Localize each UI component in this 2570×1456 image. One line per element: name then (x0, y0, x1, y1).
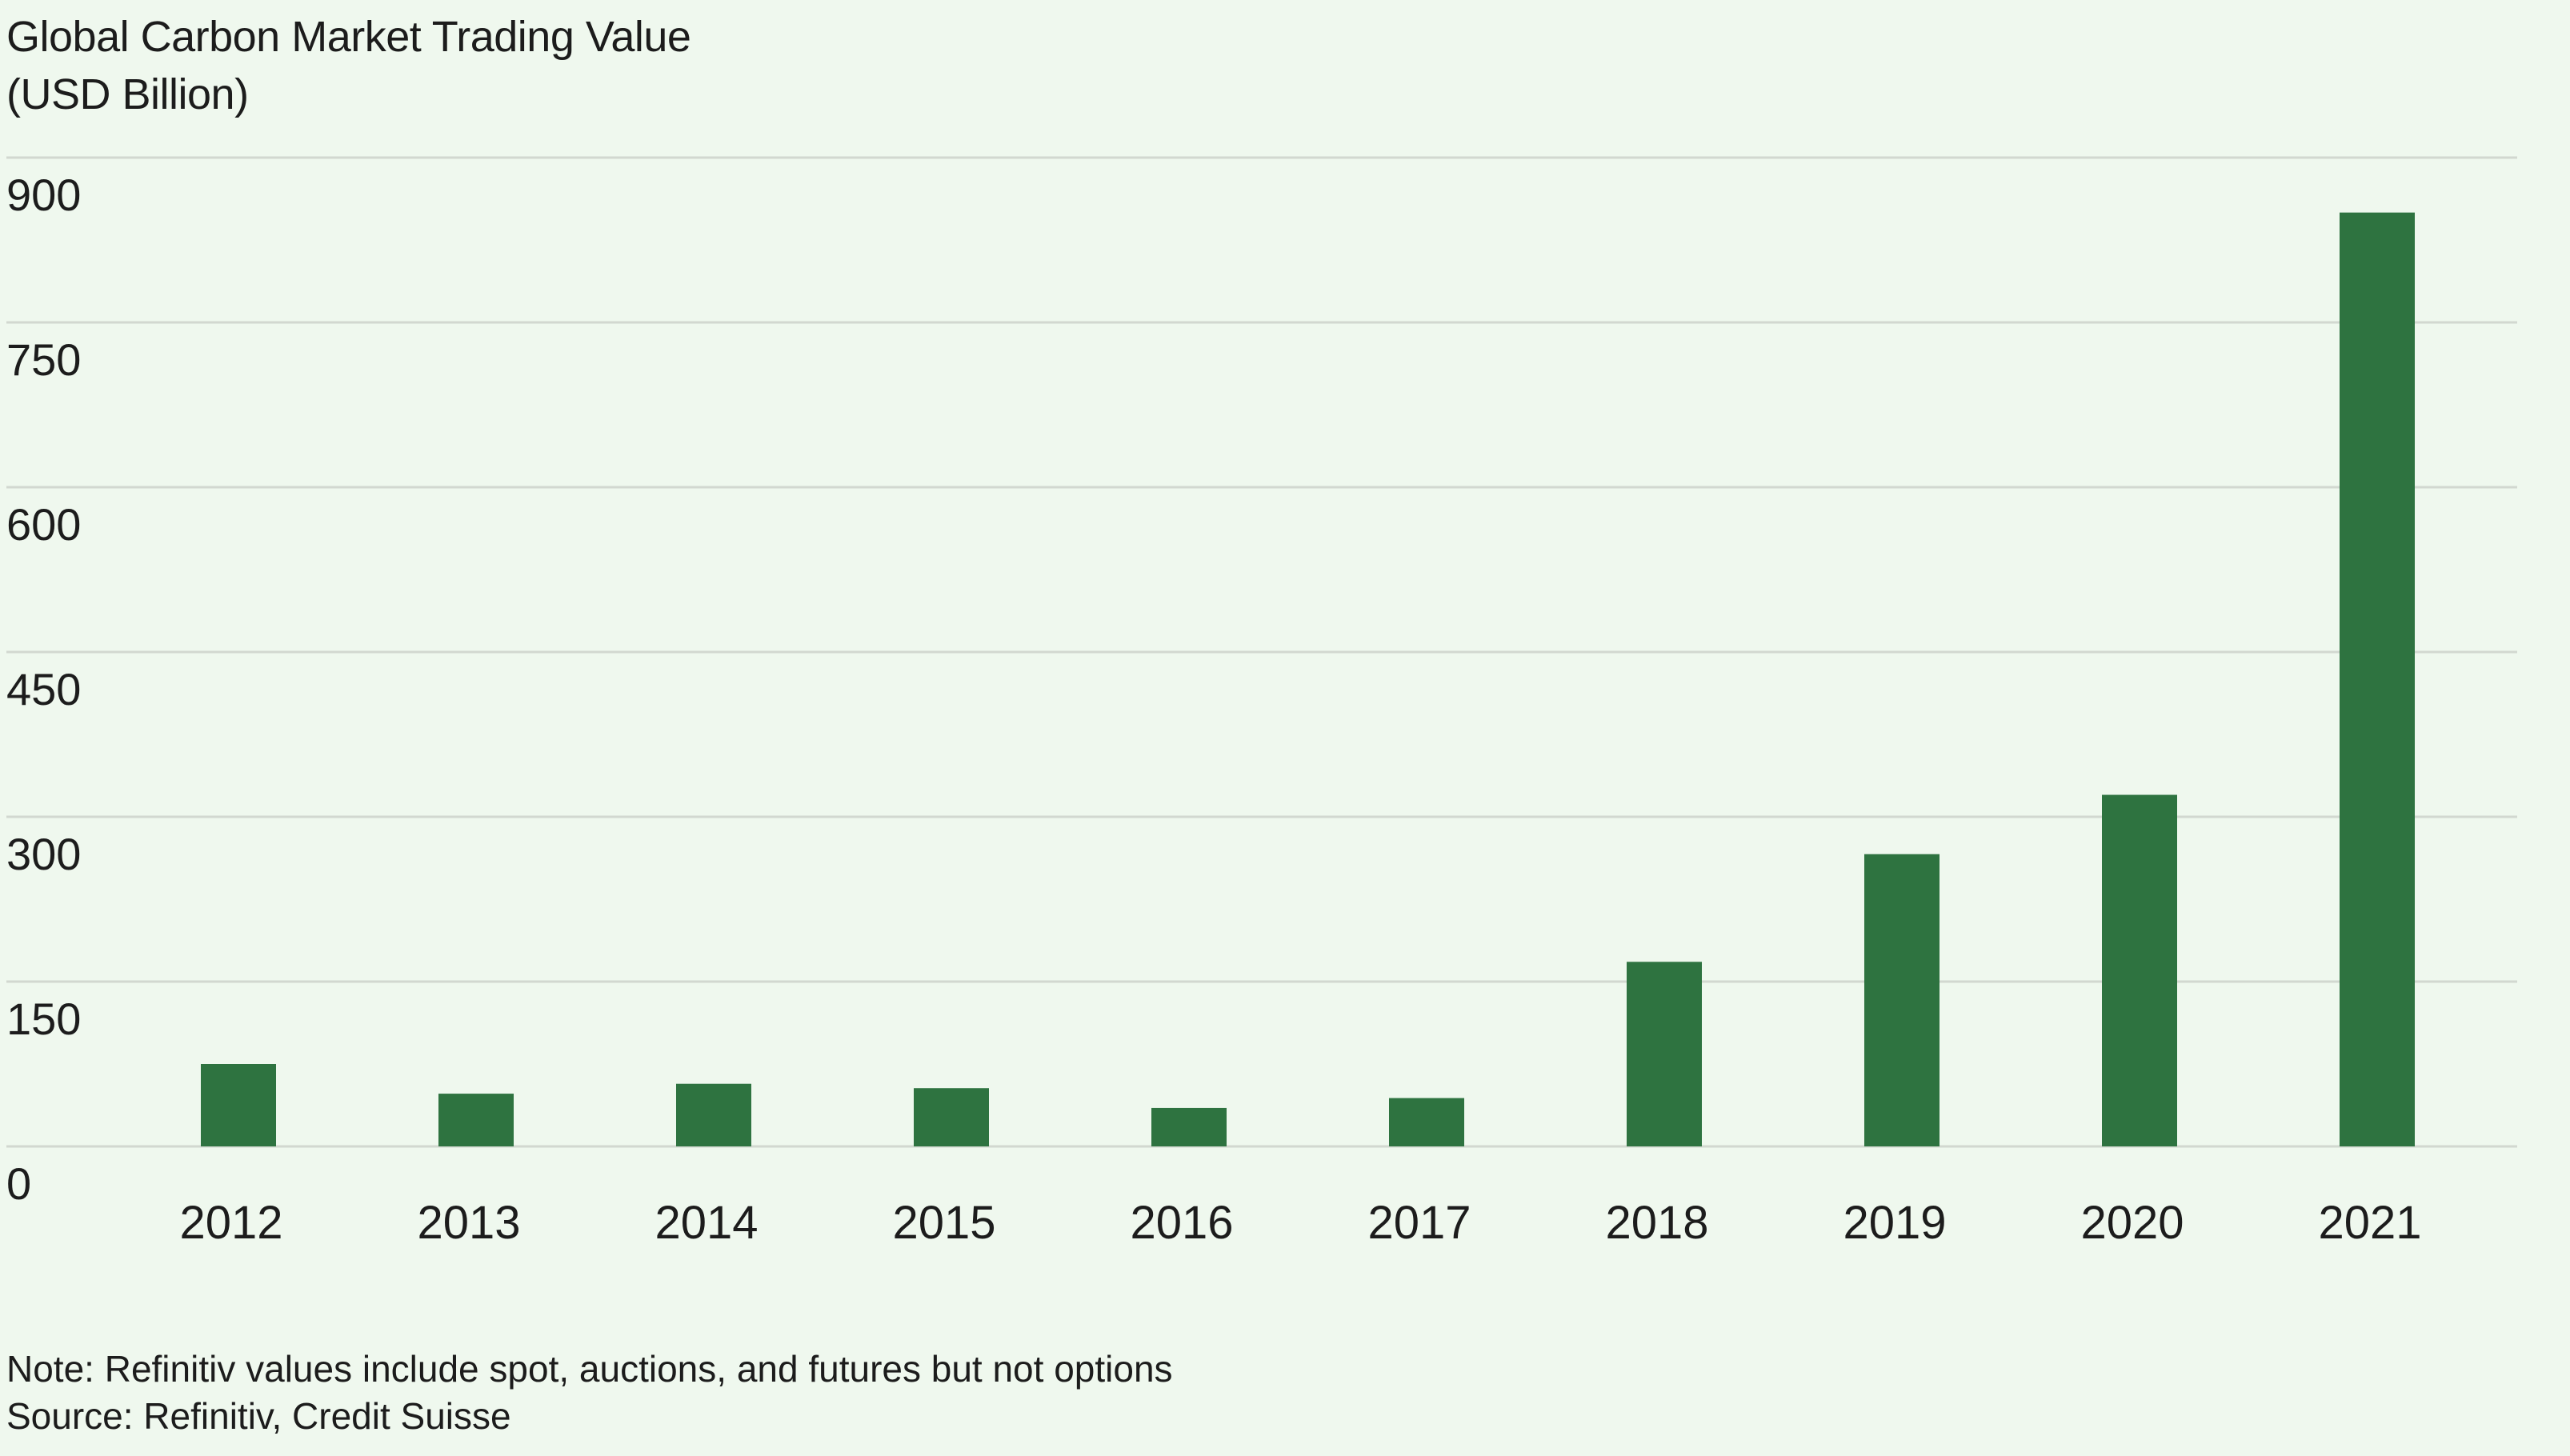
chart-subtitle: (USD Billion) (6, 70, 249, 118)
x-tick-label: 2015 (892, 1197, 995, 1249)
bar-2020 (2102, 794, 2177, 1146)
x-tick-label: 2021 (2318, 1197, 2421, 1249)
x-tick-label: 2013 (417, 1197, 520, 1249)
gridlines (6, 156, 2517, 1148)
bar-2018 (1627, 962, 1702, 1146)
bar-2021 (2340, 212, 2415, 1147)
bar-2016 (1151, 1107, 1227, 1146)
bar-2012 (201, 1064, 276, 1146)
x-tick-label: 2016 (1130, 1197, 1233, 1249)
y-tick-label: 450 (6, 664, 81, 714)
chart-title-block: Global Carbon Market Trading Value (USD … (6, 8, 691, 123)
chart-source: Source: Refinitiv, Credit Suisse (6, 1395, 511, 1437)
y-tick-label: 600 (6, 499, 81, 550)
y-tick-label: 150 (6, 994, 81, 1044)
bar-2017 (1389, 1098, 1464, 1146)
chart-title: Global Carbon Market Trading Value (6, 13, 691, 61)
x-tick-label: 2014 (655, 1197, 758, 1249)
x-tick-label: 2012 (179, 1197, 282, 1249)
y-axis-ticks: 0 150 300 450 600 750 900 (6, 170, 81, 1209)
y-tick-label: 300 (6, 829, 81, 879)
x-axis-ticks: 2012 2013 2014 2015 2016 2017 2018 2019 2020 2021 (179, 1197, 2421, 1249)
y-tick-label: 0 (6, 1158, 31, 1209)
y-tick-label: 750 (6, 334, 81, 385)
x-tick-label: 2018 (1605, 1197, 1708, 1249)
x-tick-label: 2019 (1843, 1197, 1946, 1249)
bar-2015 (914, 1088, 989, 1146)
chart-footnote: Note: Refinitiv values include spot, auc… (6, 1346, 1173, 1440)
bar-2013 (438, 1094, 514, 1146)
x-tick-label: 2020 (2080, 1197, 2184, 1249)
y-tick-label: 900 (6, 170, 81, 220)
bar-2019 (1864, 854, 1940, 1146)
chart-note: Note: Refinitiv values include spot, auc… (6, 1348, 1173, 1390)
bars (201, 212, 2415, 1147)
bar-2014 (676, 1083, 751, 1146)
x-tick-label: 2017 (1367, 1197, 1471, 1249)
